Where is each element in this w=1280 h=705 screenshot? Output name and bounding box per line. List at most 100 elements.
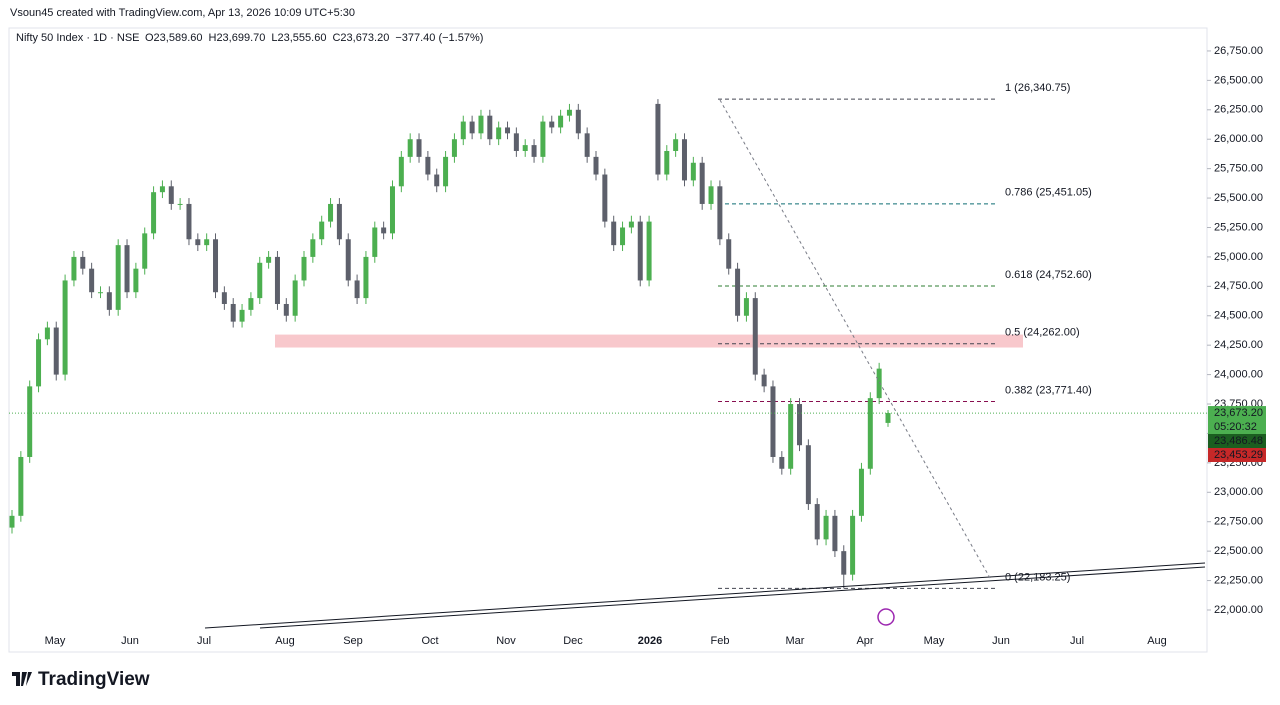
candle-body — [717, 186, 723, 240]
fib-label: 0.382 (23,771.40) — [1005, 384, 1092, 396]
x-tick-label: Aug — [275, 635, 295, 647]
y-tick-label: 24,250.00 — [1214, 339, 1263, 351]
candle-body — [168, 186, 174, 204]
candle-body — [708, 186, 714, 204]
price-badge — [1208, 448, 1266, 462]
candle-body — [266, 256, 272, 263]
candle-body — [620, 227, 626, 246]
candle-body — [443, 156, 449, 187]
fib-label: 0.618 (24,752.60) — [1005, 269, 1092, 281]
event-icon — [877, 608, 895, 626]
y-tick-label: 24,500.00 — [1214, 310, 1263, 322]
candle-body — [699, 162, 705, 204]
credit: Vsoun45 created with TradingView.com, Ap… — [10, 7, 355, 19]
candle-body — [655, 103, 661, 175]
candle-body — [832, 515, 838, 552]
candle-body — [381, 227, 387, 234]
candle-body — [752, 298, 758, 375]
x-tick-label: Aug — [1147, 635, 1167, 647]
candle-body — [611, 221, 617, 246]
candle-body — [89, 268, 95, 293]
candle-body — [690, 162, 696, 181]
countdown: 05:20:32 — [1214, 421, 1257, 433]
price-badge — [1208, 406, 1266, 435]
candle-body — [726, 239, 732, 269]
price-badge-label: 23,673.20 — [1214, 407, 1263, 419]
candle-body — [27, 386, 33, 457]
x-tick-label: Sep — [343, 635, 363, 647]
candle-body — [407, 139, 413, 157]
x-tick-label: Feb — [711, 635, 730, 647]
candle-body — [195, 239, 201, 246]
change: −377.40 (−1.57%) — [395, 32, 483, 44]
candle-body — [522, 145, 528, 151]
candle-body — [239, 309, 245, 322]
candle-body — [425, 156, 431, 175]
candle-body — [460, 121, 466, 140]
x-tick-label: Apr — [856, 635, 873, 647]
candle-body — [850, 515, 856, 575]
ohlc-value: L23,555.60 — [271, 32, 326, 44]
candle-body — [213, 239, 219, 293]
ohlc-value: O23,589.60 — [145, 32, 203, 44]
candle-body — [814, 504, 820, 540]
candle-body — [761, 374, 767, 387]
candle-body — [18, 456, 24, 516]
candle-body — [328, 203, 334, 222]
candle-body — [876, 368, 882, 399]
candle-body — [416, 139, 422, 157]
candle-body — [80, 256, 86, 269]
candle-body — [398, 156, 404, 187]
candle-body — [673, 139, 679, 151]
candle-body — [363, 256, 369, 299]
candle-body — [540, 121, 546, 157]
y-tick-label: 22,750.00 — [1214, 516, 1263, 528]
candle-body — [336, 203, 342, 240]
candle-body — [221, 292, 227, 304]
y-tick-label: 22,500.00 — [1214, 545, 1263, 557]
price-badge-label: 23,486.48 — [1214, 435, 1263, 447]
candle-body — [36, 339, 42, 387]
candle-body — [451, 139, 457, 157]
candle-body — [62, 280, 68, 375]
candle-body — [389, 186, 395, 234]
plot — [9, 98, 1207, 589]
candle-body — [9, 515, 15, 528]
y-tick-label: 22,250.00 — [1214, 574, 1263, 586]
y-tick-label: 25,500.00 — [1214, 192, 1263, 204]
candle-body — [646, 221, 652, 281]
candle-body — [487, 115, 493, 140]
candle-body — [558, 115, 564, 128]
y-tick-label: 24,000.00 — [1214, 369, 1263, 381]
candle-body — [319, 221, 325, 240]
candle-body — [513, 133, 519, 151]
candle-body — [584, 133, 590, 157]
candle-body — [505, 127, 511, 134]
y-tick-label: 26,250.00 — [1214, 104, 1263, 116]
x-tick-label: Oct — [421, 635, 438, 647]
pane-border — [8, 27, 1208, 653]
y-tick-label: 26,500.00 — [1214, 74, 1263, 86]
y-tick-label: 26,000.00 — [1214, 133, 1263, 145]
candle-body — [770, 386, 776, 457]
candle-body — [531, 145, 537, 157]
fib-label: 0 (22,183.25) — [1005, 571, 1070, 583]
y-tick-label: 26,750.00 — [1214, 45, 1263, 57]
candle-body — [106, 292, 112, 310]
candle-body — [230, 303, 236, 322]
candle-body — [735, 268, 741, 316]
x-tick-label: Mar — [786, 635, 805, 647]
x-tick-label: Jun — [121, 635, 139, 647]
zone — [275, 334, 1023, 348]
logo: TradingView — [38, 669, 150, 690]
x-tick-label: May — [924, 635, 945, 647]
candle-body — [274, 256, 280, 304]
candle-body — [142, 233, 148, 269]
candle-body — [797, 404, 803, 446]
candle-body — [248, 298, 254, 310]
candle-body — [496, 127, 502, 140]
candle-body — [301, 256, 307, 281]
candle-body — [133, 268, 139, 293]
candle-body — [204, 239, 210, 246]
